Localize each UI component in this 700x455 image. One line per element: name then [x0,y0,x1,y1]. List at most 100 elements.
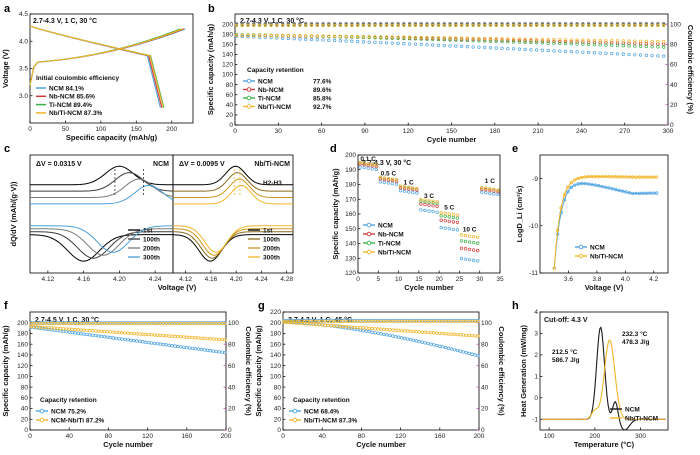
y-right-tick-label: 40 [481,384,489,391]
capacity-point [610,43,614,47]
rate-point [459,239,464,243]
capacity-point [114,336,118,340]
rate-point [492,187,496,192]
capacity-point [111,330,115,334]
x-tick-label: 200 [166,126,177,133]
capacity-point [263,33,267,38]
diffusion-point [644,191,649,195]
y-axis-label: Voltage (V) [1,49,10,88]
capacity-point [423,330,427,334]
capacity-point [461,350,465,354]
y-axis-label: Specific capacity (mAh/g) [331,168,340,260]
capacity-point [464,351,468,355]
y-tick-label: 160 [270,341,281,348]
capacity-point [185,335,189,339]
capacity-point [417,339,421,344]
diffusion-point [607,175,611,179]
capacity-point [223,350,227,355]
capacity-point [627,39,631,43]
ce-point [494,23,498,28]
ce-point [263,23,267,28]
ce-point [662,23,666,28]
legend-label: Nb/Ti-NCM [378,249,411,256]
capacity-point [135,339,139,343]
capacity-point [592,43,597,47]
rate-point [415,186,419,191]
capacity-point [370,326,374,331]
rate-point [459,233,464,237]
rate-point [439,211,443,215]
y-tick-label: 80 [226,82,234,89]
capacity-point [76,331,80,335]
capacity-point [391,328,395,332]
legend-title: Capacity retention [293,397,350,404]
ce-point [477,23,481,28]
plot-frame [539,311,669,431]
legend-marker [39,408,45,414]
rate-point [496,189,500,194]
capacity-point [500,38,504,42]
capacity-point [402,35,406,39]
capacity-point [35,325,39,329]
capacity-point [32,325,36,329]
panel-title: 2.7-4.5 V, 1 C, 30 °C [35,316,99,324]
x-tick-label: 270 [619,128,630,135]
y-tick-label: 190 [345,167,356,174]
legend-label: NCM [258,78,273,85]
capacity-point [558,49,562,53]
rate-point [374,167,378,172]
discharge-curve [29,25,164,108]
capacity-point [604,43,608,47]
capacity-point [367,326,371,330]
panel-title: 2.7-4.3 V, 30 °C [362,159,411,167]
capacity-point [108,330,113,334]
ce-point [650,23,654,28]
capacity-point [129,338,133,342]
capacity-point [138,339,142,344]
rate-point [443,214,447,219]
y-tick-label: 0 [229,122,233,129]
capacity-point [452,332,457,337]
diffusion-point [579,181,584,186]
peak-label: H2-H3 [263,180,282,187]
capacity-point [523,39,527,43]
capacity-point [627,44,631,48]
capacity-point [332,38,337,43]
capacity-point [202,348,207,352]
x-tick-label: 150 [131,126,142,133]
capacity-point [390,35,394,39]
rate-point [439,225,443,230]
ce-point [454,23,458,28]
capacity-point [73,327,77,332]
capacity-point [208,349,212,353]
ce-point [234,23,239,28]
capacity-point [511,40,516,44]
capacity-point [471,36,475,40]
capacity-point [394,334,398,339]
capacity-point [644,44,648,49]
capacity-point [425,37,429,41]
capacity-point [176,344,180,349]
y-tick-label: 180 [17,331,28,338]
rate-label: 3 C [424,193,434,200]
capacity-point [396,328,401,333]
capacity-point [423,341,427,345]
y-tick-label: 0 [534,395,538,402]
capacity-point [223,338,227,342]
y-tick-label: 180 [345,182,356,189]
diffusion-point [644,175,649,179]
ce-point [286,23,291,28]
x-tick-label: 0 [233,128,237,135]
rate-point [443,219,447,223]
ce-point [644,23,648,28]
rate-point [378,180,382,184]
y-tick-label: 180 [222,31,233,38]
y-tick-label: 120 [17,363,28,370]
capacity-point [638,39,643,43]
capacity-point [41,325,45,330]
rate-label: 10 C [463,227,477,234]
y-tick-label: 120 [345,270,356,277]
capacity-point [558,38,562,42]
capacity-point [111,336,115,340]
y-right-tick-label: 20 [670,102,678,109]
